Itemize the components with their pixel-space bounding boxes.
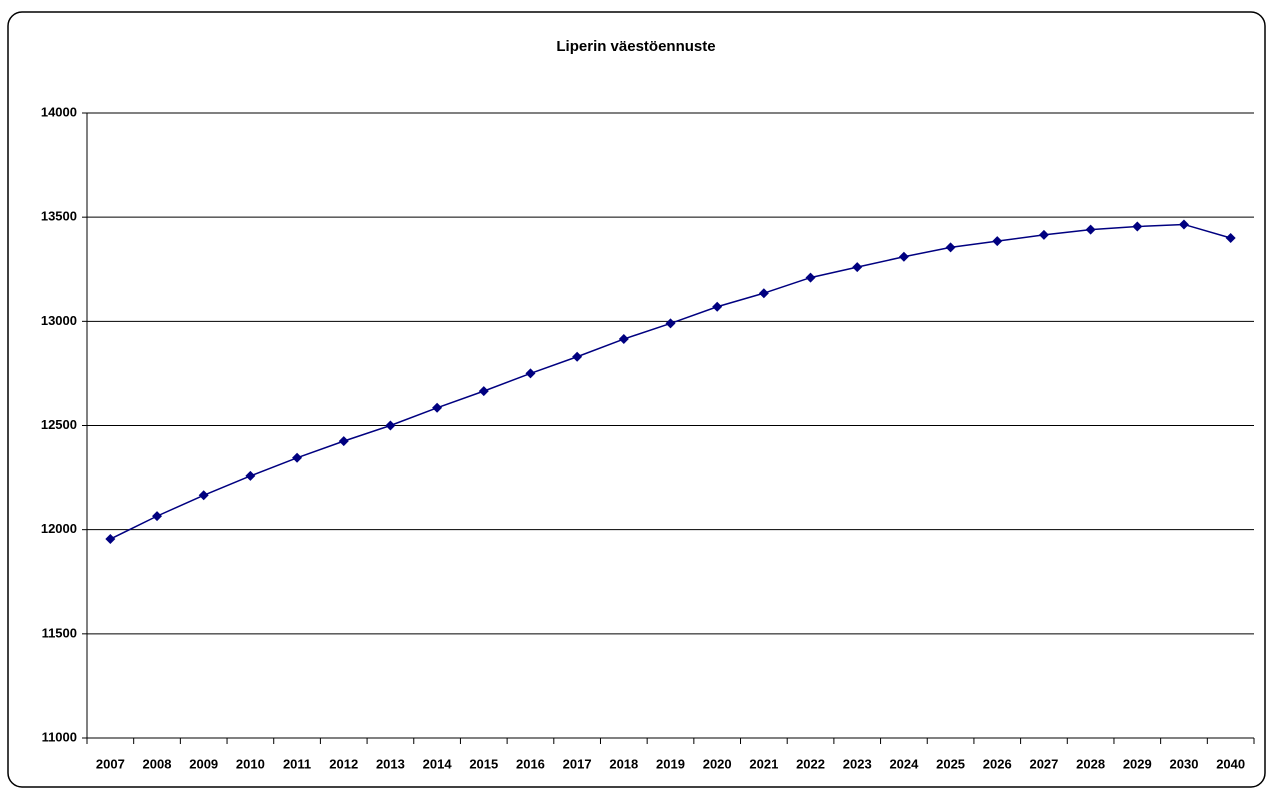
x-tick-label: 2014 (423, 756, 453, 771)
y-tick-label: 11000 (42, 729, 77, 744)
x-tick-label: 2012 (329, 756, 358, 771)
x-tick-label: 2013 (376, 756, 405, 771)
data-point (1085, 224, 1096, 235)
data-point (1225, 233, 1236, 243)
data-point (105, 534, 116, 545)
data-point (618, 334, 629, 345)
y-tick-label: 12500 (41, 417, 77, 432)
x-tick-label: 2019 (656, 756, 685, 771)
x-tick-label: 2029 (1123, 756, 1152, 771)
x-tick-label: 2016 (516, 756, 545, 771)
y-tick-label: 13000 (41, 313, 77, 328)
x-tick-label: 2010 (236, 756, 265, 771)
y-tick-label: 13500 (41, 209, 77, 224)
y-tick-label: 14000 (41, 104, 77, 119)
data-point (992, 236, 1003, 247)
x-tick-label: 2024 (889, 756, 919, 771)
data-point (898, 251, 909, 262)
data-point (1178, 219, 1189, 230)
data-point (1132, 221, 1143, 232)
x-tick-label: 2009 (189, 756, 218, 771)
x-tick-label: 2008 (143, 756, 172, 771)
x-tick-label: 2011 (283, 756, 311, 771)
data-point (945, 242, 956, 253)
x-tick-label: 2015 (469, 756, 498, 771)
chart-title: Liperin väestöennuste (556, 38, 715, 55)
data-point (385, 420, 396, 431)
x-tick-label: 2040 (1216, 756, 1245, 771)
x-tick-label: 2025 (936, 756, 965, 771)
x-tick-label: 2021 (749, 756, 778, 771)
x-tick-label: 2007 (96, 756, 125, 771)
data-point (478, 386, 489, 397)
x-tick-label: 2028 (1076, 756, 1105, 771)
data-point (665, 318, 676, 329)
data-point (152, 511, 163, 522)
data-point (198, 490, 209, 501)
data-point (712, 301, 723, 312)
y-tick-label: 11500 (42, 625, 77, 640)
x-tick-label: 2018 (609, 756, 638, 771)
chart-border (7, 11, 1266, 788)
data-point (292, 452, 303, 463)
y-tick-label: 12000 (41, 521, 77, 536)
x-tick-label: 2026 (983, 756, 1012, 771)
x-tick-label: 2023 (843, 756, 872, 771)
x-tick-label: 2030 (1170, 756, 1199, 771)
x-tick-label: 2022 (796, 756, 825, 771)
x-tick-label: 2017 (563, 756, 592, 771)
data-point (572, 351, 583, 362)
data-point (758, 288, 769, 299)
data-point (432, 402, 443, 413)
x-tick-label: 2027 (1029, 756, 1058, 771)
data-point (245, 470, 256, 481)
data-point (338, 436, 349, 447)
data-point (852, 262, 863, 273)
data-point (1038, 229, 1049, 240)
data-point (805, 272, 816, 283)
data-point (525, 368, 536, 379)
x-tick-label: 2020 (703, 756, 732, 771)
